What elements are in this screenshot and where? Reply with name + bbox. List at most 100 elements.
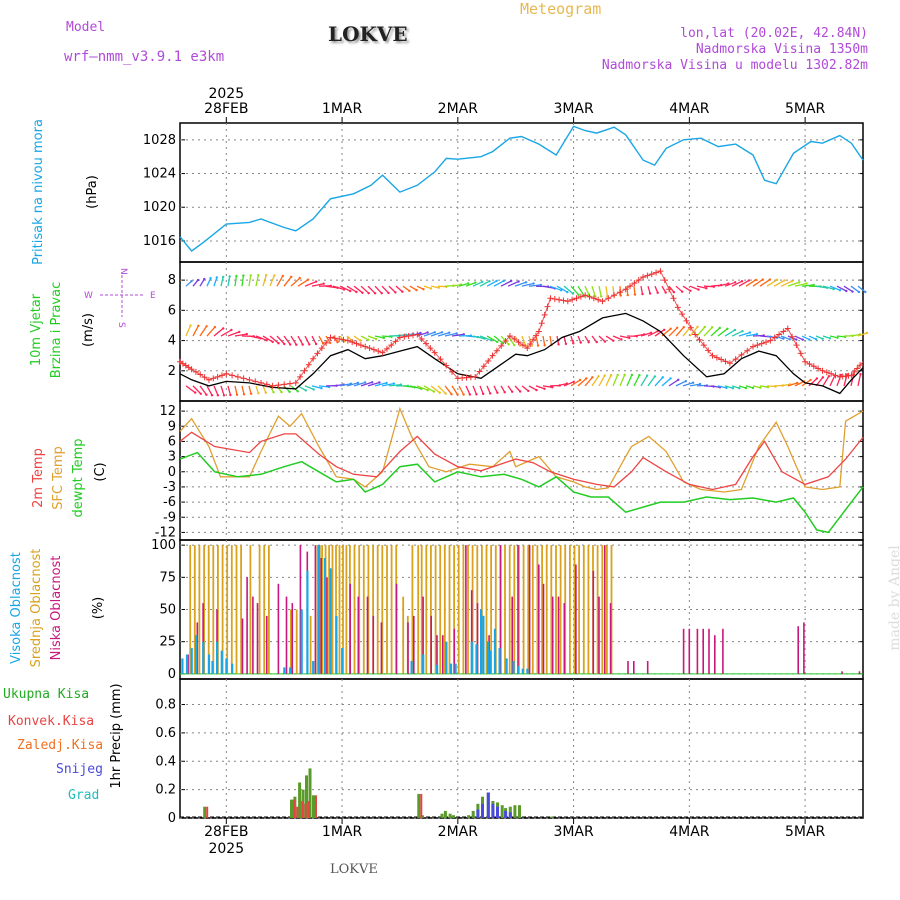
wind-arrow-head: [222, 327, 225, 330]
low-cloud-bar: [517, 545, 519, 674]
high-cloud-bar: [449, 663, 453, 674]
mid-cloud-bar: [490, 545, 492, 674]
wind-arrow-head: [249, 274, 252, 277]
wind-arrow: [591, 335, 598, 343]
wind-arrow-head: [698, 382, 702, 386]
wind-arrow-head: [718, 326, 721, 330]
wind-arrow-head: [378, 381, 381, 384]
wind-arrow: [745, 333, 758, 337]
wind-arrow: [304, 335, 310, 345]
wind-arrow-head: [517, 280, 520, 283]
altitude-text: Nadmorska Visina 1350m: [695, 42, 868, 57]
wind-arrow-head: [367, 292, 370, 295]
wind-arrow-head: [638, 374, 641, 377]
wind-arrow-head: [382, 336, 386, 340]
wind-arrow: [542, 335, 546, 346]
wind-arrow-head: [579, 341, 582, 344]
y-tick-label: 0: [168, 811, 176, 826]
wind-arrow-head: [488, 280, 491, 283]
wind-gust-marker: [292, 379, 299, 386]
bottom-date-label: 3MAR: [553, 824, 594, 840]
wind-arrow-head: [272, 391, 275, 394]
wind-gust-marker: [789, 333, 796, 340]
mid-cloud-bar: [550, 545, 553, 674]
wind-arrow: [318, 335, 324, 344]
mid-cloud-bar: [198, 545, 201, 674]
low-cloud-bar: [696, 628, 699, 674]
mid-cloud-bar: [573, 545, 576, 674]
wind-arrow-head: [355, 290, 358, 294]
wind-arrow: [521, 282, 534, 287]
y-tick-label: 1020: [143, 200, 176, 215]
wind-arrow: [850, 374, 855, 387]
total-precip-bar: [518, 805, 521, 818]
wind-arrow-head: [265, 274, 268, 277]
mid-cloud-bar: [569, 545, 571, 674]
wind-arrow-head: [229, 393, 232, 397]
low-cloud-bar: [395, 583, 398, 674]
wind-gust-marker: [653, 269, 660, 276]
wind-arrow: [493, 385, 498, 394]
mid-cloud-bar: [411, 545, 414, 674]
bottom-year-label: 2025: [208, 841, 244, 857]
wind-gust-marker: [776, 331, 783, 338]
wind-arrow: [402, 285, 410, 292]
wind-arrow: [647, 330, 658, 337]
mid-cloud-bar: [240, 545, 242, 674]
mid-cloud-bar: [345, 545, 348, 674]
low-cloud-bar: [252, 596, 254, 674]
wind-gust-marker: [709, 352, 716, 359]
wind-arrow-head: [551, 386, 554, 389]
wind-arrow-head: [210, 394, 214, 397]
wind-gust-marker: [551, 296, 558, 303]
wind-arrow-head: [821, 337, 824, 340]
low-cloud-bar: [714, 635, 716, 674]
wind-arrow: [241, 385, 245, 395]
wind-arrow: [549, 335, 553, 346]
wind-arrow-head: [857, 290, 861, 294]
wind-arrow: [836, 285, 847, 292]
wind-arrow: [731, 330, 743, 337]
y-tick-label: 50: [159, 603, 176, 618]
wind-arrow-head: [649, 331, 653, 334]
mid-cloud-bar: [610, 545, 613, 674]
wind-arrow: [346, 335, 353, 342]
wind-gust-marker: [674, 304, 681, 311]
wind-gust-marker: [661, 277, 668, 284]
wind-arrow: [675, 285, 683, 293]
wind-gust-marker: [541, 311, 548, 318]
low-cloud-bar: [326, 577, 328, 674]
wind-gust-marker: [392, 338, 399, 345]
wind-arrow: [276, 385, 283, 393]
y-tick-label: 100: [151, 538, 176, 553]
total-precip-bar: [440, 813, 444, 818]
wind-gust-marker: [732, 356, 739, 363]
wind-arrow-head: [532, 282, 535, 285]
wind-arrow-head: [399, 383, 403, 386]
wind-gust-marker: [418, 336, 425, 343]
wind-arrow-head: [197, 324, 200, 327]
wind-gust-marker: [590, 295, 597, 302]
mid-cloud-bar: [376, 545, 379, 674]
wind-gust-marker: [648, 271, 655, 278]
wind-arrow-head: [489, 392, 492, 395]
wind-arrow: [486, 280, 497, 287]
wind-arrow-head: [648, 292, 652, 295]
high-cloud-bar: [329, 568, 332, 674]
wind-arrow: [206, 326, 216, 337]
wind-arrow: [297, 279, 309, 287]
wind-arrow: [486, 335, 498, 343]
wind-arrow-head: [502, 279, 505, 282]
high-cloud-bar: [422, 654, 425, 674]
wind-arrow: [465, 281, 476, 287]
mid-cloud-bar: [258, 545, 261, 674]
low-cloud-bar: [682, 628, 685, 674]
wind-arrow: [612, 335, 622, 341]
y-tick-label: 8: [168, 273, 176, 288]
wind-arrow: [717, 282, 729, 287]
wind-gust-marker: [595, 296, 602, 303]
mid-cloud-bar: [207, 545, 210, 674]
wind-arrow: [787, 382, 798, 387]
wind-arrow-head: [864, 290, 867, 294]
